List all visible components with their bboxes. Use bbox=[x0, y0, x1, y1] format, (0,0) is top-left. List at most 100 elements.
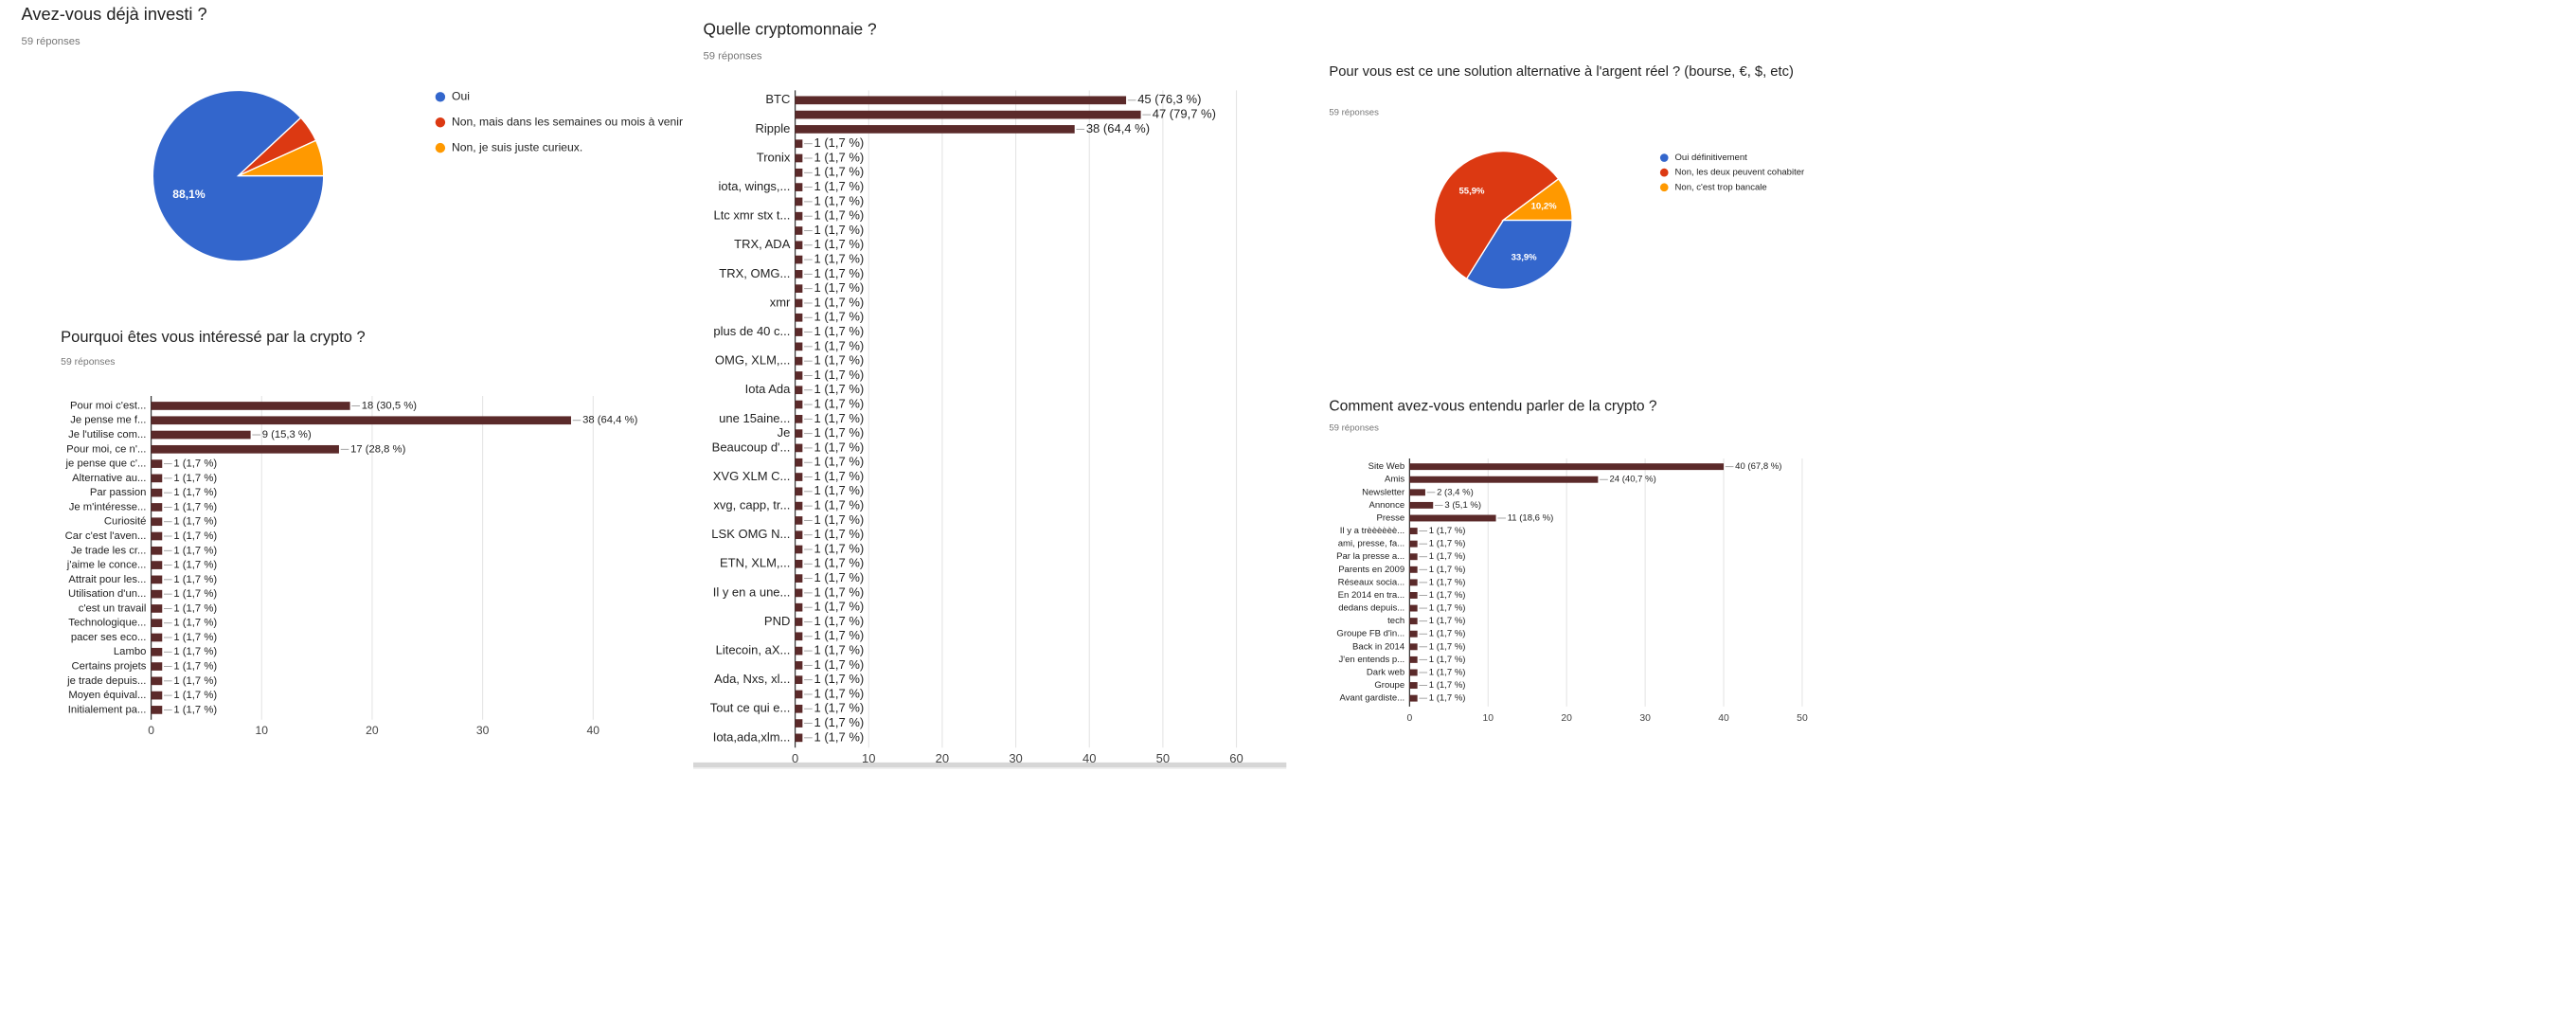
value-label: 1 (1,7 %) bbox=[814, 512, 864, 527]
y-tick-label: Tronix bbox=[757, 150, 791, 164]
y-tick-label: Initialement pa... bbox=[68, 704, 147, 715]
chart-subtitle: 59 réponses bbox=[703, 50, 762, 63]
chart-title: Comment avez-vous entendu parler de la c… bbox=[1329, 397, 1657, 415]
value-label: 18 (30,5 %) bbox=[362, 400, 417, 411]
value-label: 1 (1,7 %) bbox=[1429, 641, 1466, 652]
bar bbox=[151, 503, 163, 512]
bar bbox=[151, 633, 163, 642]
value-label: 1 (1,7 %) bbox=[1429, 655, 1466, 665]
value-label: 1 (1,7 %) bbox=[814, 368, 864, 382]
bar bbox=[795, 356, 803, 366]
legend-label: Non, c'est trop bancale bbox=[1675, 182, 1767, 192]
x-tick-label: 40 bbox=[1718, 713, 1729, 724]
value-label: 1 (1,7 %) bbox=[173, 602, 217, 614]
bar bbox=[795, 183, 803, 191]
y-tick-label: xmr bbox=[770, 295, 791, 309]
value-label: 1 (1,7 %) bbox=[173, 574, 217, 585]
value-label: 1 (1,7 %) bbox=[814, 628, 864, 642]
value-label: 1 (1,7 %) bbox=[814, 600, 864, 614]
value-label: 1 (1,7 %) bbox=[814, 208, 864, 223]
value-label: 1 (1,7 %) bbox=[814, 483, 864, 497]
y-tick-label: c'est un travail bbox=[79, 602, 147, 614]
bar bbox=[795, 255, 803, 264]
y-tick-label: Utilisation d'un... bbox=[68, 588, 146, 600]
y-tick-label: Attrait pour les... bbox=[68, 574, 146, 585]
bar bbox=[1409, 694, 1418, 702]
legend-label: Non, mais dans les semaines ou mois à ve… bbox=[452, 115, 683, 128]
slice-label: 33,9% bbox=[1512, 252, 1538, 262]
bar bbox=[795, 328, 803, 336]
value-label: 1 (1,7 %) bbox=[173, 501, 217, 512]
y-tick-label: Je trade les cr... bbox=[71, 545, 147, 556]
x-tick-label: 50 bbox=[1797, 713, 1808, 724]
y-tick-label: Groupe FB d'in... bbox=[1336, 629, 1404, 639]
bar bbox=[795, 429, 803, 438]
bar bbox=[795, 559, 803, 568]
value-label: 1 (1,7 %) bbox=[814, 527, 864, 541]
bar bbox=[795, 675, 803, 685]
bar bbox=[795, 530, 803, 540]
value-label: 1 (1,7 %) bbox=[173, 458, 217, 470]
bar bbox=[795, 342, 803, 351]
slice-label: 55,9% bbox=[1459, 186, 1486, 196]
legend-marker bbox=[435, 92, 446, 102]
bar bbox=[795, 545, 803, 554]
bar bbox=[1409, 669, 1418, 676]
bar bbox=[795, 574, 803, 583]
y-tick-label: tech bbox=[1387, 616, 1404, 626]
bar bbox=[795, 690, 803, 699]
value-label: 1 (1,7 %) bbox=[814, 686, 864, 700]
bar bbox=[151, 459, 163, 468]
value-label: 1 (1,7 %) bbox=[814, 237, 864, 251]
legend-label: Oui définitivement bbox=[1675, 153, 1748, 163]
bar bbox=[1409, 476, 1599, 483]
y-tick-label: Je bbox=[778, 425, 791, 440]
value-label: 1 (1,7 %) bbox=[814, 614, 864, 628]
bar bbox=[151, 517, 163, 527]
y-tick-label: Car c'est l'aven... bbox=[65, 530, 147, 542]
y-tick-label: Site Web bbox=[1368, 461, 1405, 472]
x-tick-label: 20 bbox=[936, 751, 949, 765]
bar bbox=[1409, 463, 1725, 471]
y-tick-label: Technologique... bbox=[68, 618, 146, 629]
y-tick-label: Pour moi, ce n'... bbox=[66, 443, 146, 455]
legend-marker bbox=[435, 142, 446, 153]
y-tick-label: Certains projets bbox=[71, 661, 146, 673]
value-label: 1 (1,7 %) bbox=[1429, 616, 1466, 626]
bar bbox=[795, 110, 1141, 119]
bar bbox=[795, 487, 803, 496]
value-label: 1 (1,7 %) bbox=[1429, 539, 1466, 549]
bar bbox=[1409, 489, 1425, 496]
chart-subtitle: 59 réponses bbox=[1329, 423, 1379, 434]
y-tick-label: OMG, XLM,... bbox=[715, 353, 790, 368]
bar bbox=[795, 270, 803, 278]
value-label: 1 (1,7 %) bbox=[814, 672, 864, 686]
value-label: 1 (1,7 %) bbox=[814, 657, 864, 672]
y-tick-label: ami, presse, fa... bbox=[1338, 539, 1404, 549]
y-tick-label: PND bbox=[764, 614, 790, 628]
bar bbox=[151, 619, 163, 628]
value-label: 45 (76,3 %) bbox=[1137, 92, 1201, 106]
chart-subtitle: 59 réponses bbox=[1329, 108, 1379, 118]
value-label: 1 (1,7 %) bbox=[814, 541, 864, 555]
legend-marker bbox=[435, 117, 446, 128]
bar bbox=[1409, 643, 1418, 651]
bar bbox=[795, 197, 803, 207]
y-tick-label: Réseaux socia... bbox=[1338, 577, 1404, 587]
value-label: 1 (1,7 %) bbox=[814, 498, 864, 512]
bar bbox=[151, 444, 339, 454]
scrollbar-thumb[interactable] bbox=[693, 762, 1287, 768]
value-label: 1 (1,7 %) bbox=[814, 150, 864, 164]
value-label: 1 (1,7 %) bbox=[814, 455, 864, 469]
y-tick-label: Dark web bbox=[1367, 667, 1404, 677]
value-label: 1 (1,7 %) bbox=[814, 310, 864, 324]
value-label: 24 (40,7 %) bbox=[1610, 475, 1656, 485]
bar bbox=[795, 400, 803, 409]
bar bbox=[795, 473, 803, 481]
bar bbox=[1409, 566, 1418, 573]
bar bbox=[795, 371, 803, 380]
y-tick-label: Groupe bbox=[1374, 680, 1404, 691]
